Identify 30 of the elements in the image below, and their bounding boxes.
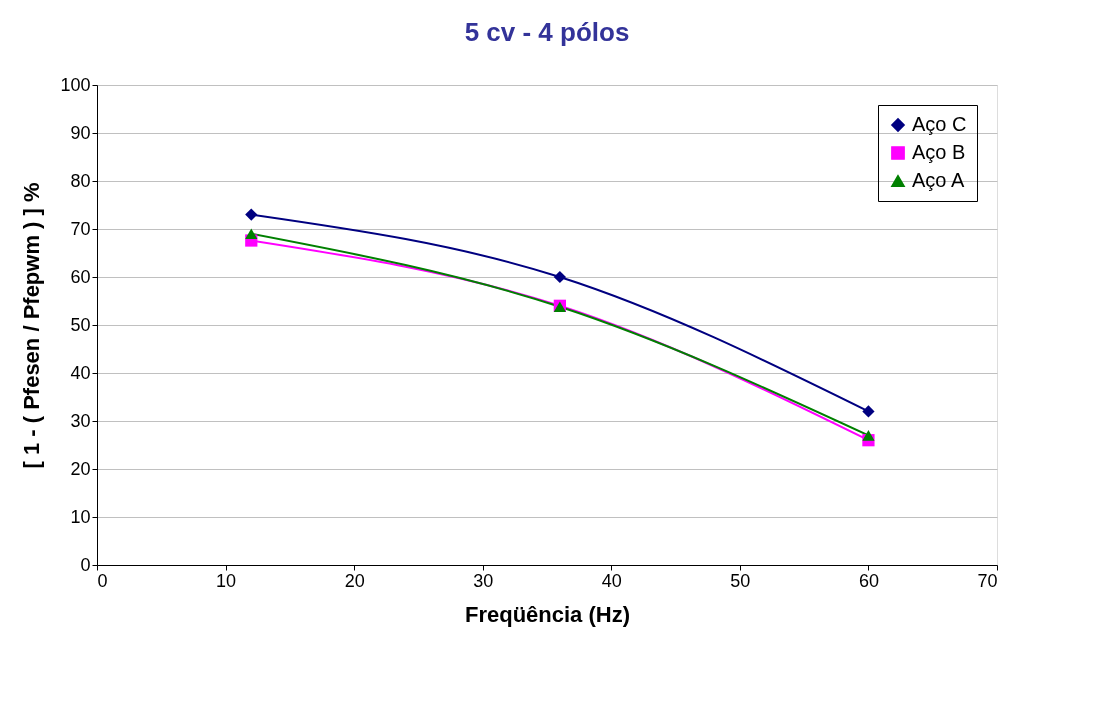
x-axis-title: Freqüência (Hz) — [464, 601, 631, 627]
y-tick-label: 80 — [70, 170, 91, 191]
x-tick-label: 50 — [730, 570, 751, 591]
point — [245, 208, 258, 221]
y-axis-title: [ 1 - ( Pfesen / Pfepwm ) ] % — [19, 182, 45, 469]
x-tick-label: 40 — [601, 570, 622, 591]
x-tick-label: 60 — [858, 570, 879, 591]
point — [862, 405, 875, 418]
y-tick-label: 10 — [70, 506, 91, 527]
point — [245, 228, 258, 240]
legend-label: Aço A — [912, 169, 965, 191]
chart-title: 5 cv - 4 pólos — [464, 17, 630, 47]
x-tick-label: 10 — [216, 570, 237, 591]
y-tick-label: 50 — [70, 314, 91, 335]
legend-label: Aço C — [912, 113, 967, 135]
y-tick-label: 30 — [70, 410, 91, 431]
x-tick-label: 0 — [97, 570, 108, 591]
legend-label: Aço B — [912, 141, 966, 163]
y-tick-label: 70 — [70, 218, 91, 239]
y-tick-label: 100 — [60, 74, 91, 95]
y-tick-label: 90 — [70, 122, 91, 143]
point — [862, 430, 875, 441]
y-tick-label: 60 — [70, 266, 91, 287]
x-tick-label: 30 — [473, 570, 494, 591]
y-tick-label: 40 — [70, 362, 91, 383]
y-tick-label: 0 — [80, 554, 91, 575]
x-tick-label: 70 — [977, 570, 998, 591]
y-tick-label: 20 — [70, 458, 91, 479]
x-tick-label: 20 — [344, 570, 365, 591]
point — [553, 270, 566, 284]
